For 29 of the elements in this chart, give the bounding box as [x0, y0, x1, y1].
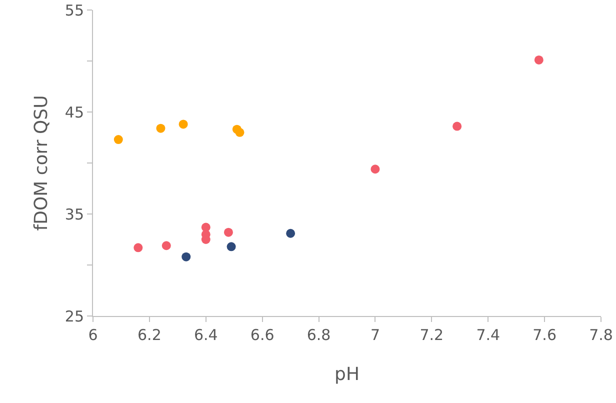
- point: [226, 242, 236, 252]
- y-tick-label: 45: [64, 103, 84, 122]
- y-tick-label: 55: [64, 1, 84, 20]
- y-tick-label: 25: [64, 307, 84, 326]
- point: [182, 252, 191, 262]
- x-tick-label: 6.4: [194, 326, 218, 344]
- point: [162, 241, 171, 250]
- x-tick-label: 7: [370, 326, 380, 344]
- x-tick-label: 6: [88, 326, 98, 344]
- point: [235, 128, 244, 137]
- y-tick-label: 35: [64, 205, 84, 224]
- point: [156, 124, 166, 133]
- point: [286, 228, 296, 238]
- point: [534, 55, 544, 64]
- x-tick-label: 7.6: [532, 326, 556, 344]
- x-tick-label: 7.8: [589, 326, 613, 344]
- x-tick-label: 7.2: [420, 326, 444, 344]
- x-tick-label: 6.6: [250, 326, 274, 344]
- x-axis-title: pH: [334, 364, 360, 385]
- point: [178, 120, 188, 129]
- point: [370, 164, 380, 174]
- x-tick-label: 6.8: [306, 326, 331, 344]
- point: [224, 228, 233, 237]
- point: [134, 243, 143, 252]
- y-axis-title: fDOM corr QSU: [31, 95, 52, 231]
- point: [114, 135, 123, 144]
- x-tick-label: 7.4: [476, 326, 500, 344]
- point: [452, 122, 462, 131]
- x-tick-label: 6.2: [138, 326, 162, 344]
